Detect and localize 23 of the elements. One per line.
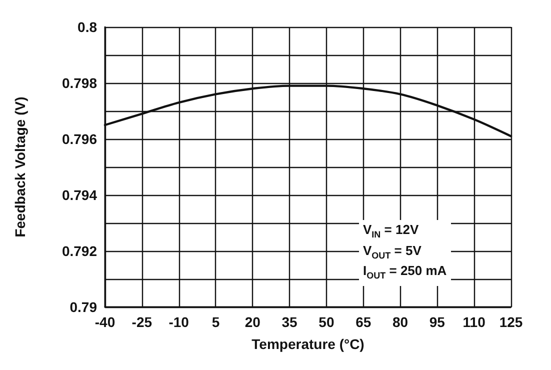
y-tick-label: 0.8 <box>78 19 98 35</box>
y-tick-label: 0.798 <box>62 75 98 91</box>
y-axis-title: Feedback Voltage (V) <box>12 96 28 238</box>
x-tick-label: 20 <box>244 314 261 330</box>
annotation: V$_{IN}$ = 12V <box>363 222 419 240</box>
x-axis-title: Temperature (°C) <box>252 336 364 352</box>
y-tick-label: 0.796 <box>62 131 98 147</box>
x-tick-label: 80 <box>392 314 408 330</box>
y-tick-label: 0.794 <box>62 187 98 203</box>
x-tick-label: -10 <box>168 314 190 330</box>
y-tick-label: 0.792 <box>62 243 98 259</box>
annotation: V$_{OUT}$ = 5V <box>363 242 422 260</box>
x-tick-label: 110 <box>462 314 486 330</box>
x-tick-label: -25 <box>132 314 152 330</box>
x-tick-label: 125 <box>499 314 523 330</box>
x-tick-label: 50 <box>318 314 334 330</box>
x-tick-label: 95 <box>429 314 446 330</box>
annotation: I$_{OUT}$ = 250 mA <box>363 263 447 281</box>
x-tick-label: 35 <box>282 314 298 330</box>
x-tick-label: 65 <box>356 314 372 330</box>
x-tick-label: -40 <box>94 314 116 330</box>
y-tick-label: 0.79 <box>70 299 98 315</box>
x-tick-label: 5 <box>212 314 220 330</box>
